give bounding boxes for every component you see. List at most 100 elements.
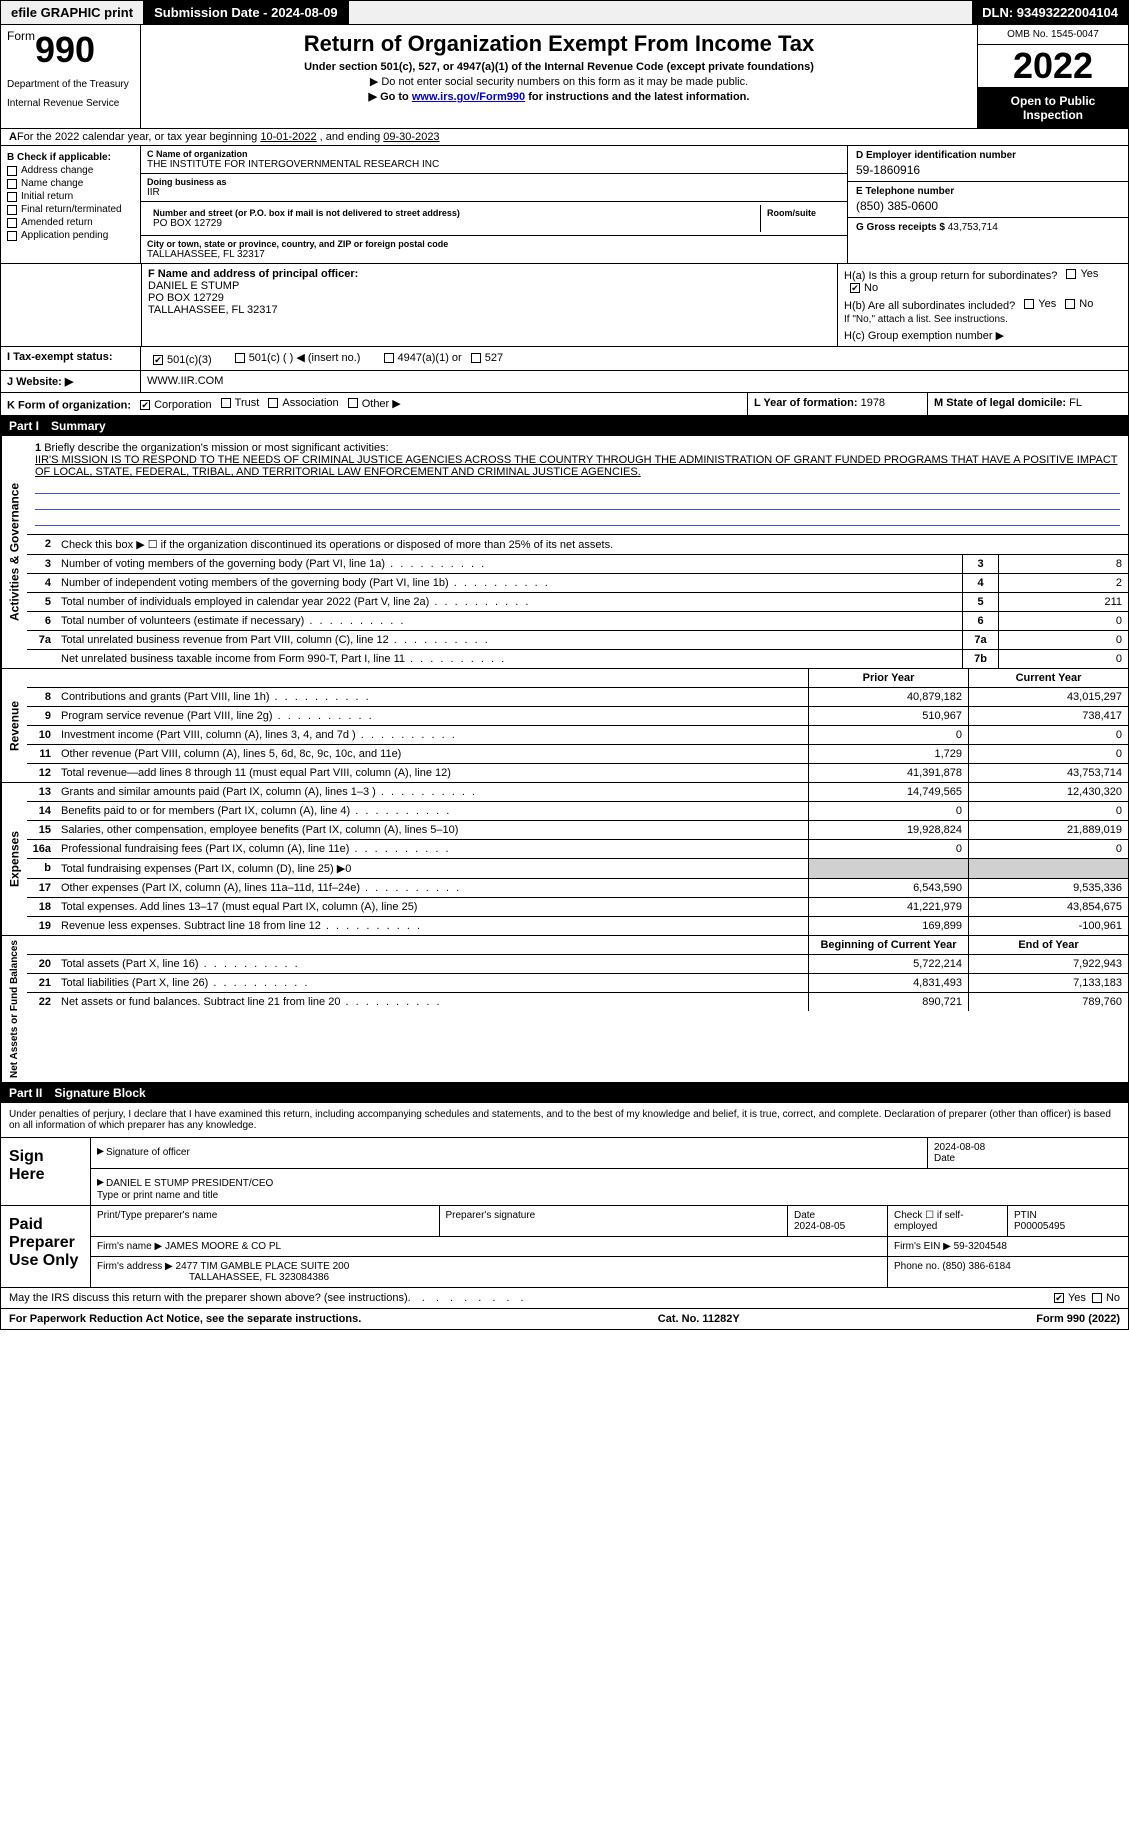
form-title: Return of Organization Exempt From Incom… [147,31,971,57]
section-net-assets: Net Assets or Fund Balances Beginning of… [0,936,1129,1083]
cb-assoc[interactable] [268,398,278,408]
section-expenses: Expenses 13Grants and similar amounts pa… [0,783,1129,936]
perjury-text: Under penalties of perjury, I declare th… [1,1103,1128,1138]
officer-name-title: DANIEL E STUMP PRESIDENT/CEO [106,1178,273,1189]
side-expenses: Expenses [1,783,27,935]
side-revenue: Revenue [1,669,27,782]
cb-hb-no[interactable] [1065,299,1075,309]
ptin: P00005495 [1014,1221,1065,1232]
dept-irs: Internal Revenue Service [7,98,134,109]
telephone: (850) 385-0600 [856,199,1120,213]
form-footer: Form 990 (2022) [1036,1313,1120,1325]
discuss-row: May the IRS discuss this return with the… [0,1288,1129,1309]
ssn-warning: ▶ Do not enter social security numbers o… [147,75,971,88]
year-formation: 1978 [861,397,885,409]
line-1-mission: 1 Briefly describe the organization's mi… [27,436,1128,535]
page-footer: For Paperwork Reduction Act Notice, see … [0,1309,1129,1330]
cb-trust[interactable] [221,398,231,408]
val-5: 211 [998,593,1128,611]
irs-link[interactable]: www.irs.gov/Form990 [412,91,525,103]
state-domicile: FL [1069,397,1082,409]
hc-group-exemption: H(c) Group exemption number ▶ [844,329,1122,342]
efile-label: efile GRAPHIC print [1,1,144,24]
cb-name-change[interactable] [7,179,17,189]
block-c: C Name of organization THE INSTITUTE FOR… [141,146,848,263]
cb-initial-return[interactable] [7,192,17,202]
paid-preparer-label: Paid Preparer Use Only [1,1206,91,1287]
period-end: 09-30-2023 [383,131,439,143]
form-number: 990 [35,29,95,70]
cb-ha-yes[interactable] [1066,269,1076,279]
cb-other[interactable] [348,398,358,408]
cb-corp[interactable] [140,400,150,410]
val-9c: 738,417 [968,707,1128,725]
dln: DLN: 93493222004104 [972,1,1128,24]
tax-year: 2022 [978,45,1128,88]
val-7a: 0 [998,631,1128,649]
val-11c: 0 [968,745,1128,763]
section-revenue: Revenue Prior YearCurrent Year 8Contribu… [0,669,1129,783]
firm-addr2: TALLAHASSEE, FL 323084386 [189,1272,329,1283]
firm-ein: 59-3204548 [954,1241,1007,1252]
cb-501c[interactable] [235,353,245,363]
block-h: H(a) Is this a group return for subordin… [838,264,1128,346]
cb-discuss-yes[interactable] [1054,1293,1064,1303]
block-bcdefg: B Check if applicable: Address change Na… [0,146,1129,264]
cb-501c3[interactable] [153,355,163,365]
cb-4947[interactable] [384,353,394,363]
cb-527[interactable] [471,353,481,363]
sig-date: 2024-08-08 [934,1142,985,1153]
header-center: Return of Organization Exempt From Incom… [141,25,978,128]
firm-addr1: 2477 TIM GAMBLE PLACE SUITE 200 [176,1261,350,1272]
val-6: 0 [998,612,1128,630]
val-7b: 0 [998,650,1128,668]
cb-app-pending[interactable] [7,231,17,241]
part-ii-header: Part II Signature Block [0,1083,1129,1103]
period-begin: 10-01-2022 [260,131,316,143]
signature-block: Under penalties of perjury, I declare th… [0,1103,1129,1288]
row-f-h: F Name and address of principal officer:… [0,264,1129,347]
topbar: efile GRAPHIC print Submission Date - 20… [0,0,1129,25]
line-a-period: AFor the 2022 calendar year, or tax year… [0,129,1129,146]
row-klm: K Form of organization: Corporation Trus… [0,393,1129,417]
val-10c: 0 [968,726,1128,744]
submission-date: Submission Date - 2024-08-09 [144,1,349,24]
col-current: Current Year [968,669,1128,687]
side-governance: Activities & Governance [1,436,27,668]
cb-discuss-no[interactable] [1092,1293,1102,1303]
row-j: J Website: ▶ WWW.IIR.COM [0,371,1129,393]
website: WWW.IIR.COM [147,375,223,387]
cb-address-change[interactable] [7,166,17,176]
line-2: Check this box ▶ ☐ if the organization d… [55,535,1128,554]
open-public-badge: Open to Public Inspection [978,88,1128,128]
cb-ha-no[interactable] [850,283,860,293]
val-3: 8 [998,555,1128,573]
form-header: Form990 Department of the Treasury Inter… [0,25,1129,129]
cb-hb-yes[interactable] [1024,299,1034,309]
city-state-zip: TALLAHASSEE, FL 32317 [147,249,841,260]
officer-addr2: TALLAHASSEE, FL 32317 [148,304,831,316]
form-subtitle: Under section 501(c), 527, or 4947(a)(1)… [147,61,971,73]
sign-here-label: Sign Here [1,1138,91,1205]
block-b: B Check if applicable: Address change Na… [1,146,141,263]
street-address: PO BOX 12729 [153,218,754,229]
firm-phone: (850) 386-6184 [942,1261,1010,1272]
cb-final-return[interactable] [7,205,17,215]
pra-notice: For Paperwork Reduction Act Notice, see … [9,1313,361,1325]
officer-name: DANIEL E STUMP [148,280,831,292]
header-left: Form990 Department of the Treasury Inter… [1,25,141,128]
dba: IIR [147,187,841,198]
gross-receipts: 43,753,714 [948,222,998,233]
omb-number: OMB No. 1545-0047 [978,25,1128,45]
officer-addr1: PO BOX 12729 [148,292,831,304]
instructions-link-line: ▶ Go to www.irs.gov/Form990 for instruct… [147,90,971,103]
side-net: Net Assets or Fund Balances [1,936,27,1082]
cat-no: Cat. No. 11282Y [658,1313,740,1325]
mission-text: IIR'S MISSION IS TO RESPOND TO THE NEEDS… [35,454,1118,478]
part-i-header: Part I Summary [0,416,1129,436]
row-i: I Tax-exempt status: 501(c)(3) 501(c) ( … [0,347,1129,371]
prep-date: 2024-08-05 [794,1221,845,1232]
firm-name: JAMES MOORE & CO PL [165,1241,281,1252]
cb-amended[interactable] [7,218,17,228]
header-right: OMB No. 1545-0047 2022 Open to Public In… [978,25,1128,128]
